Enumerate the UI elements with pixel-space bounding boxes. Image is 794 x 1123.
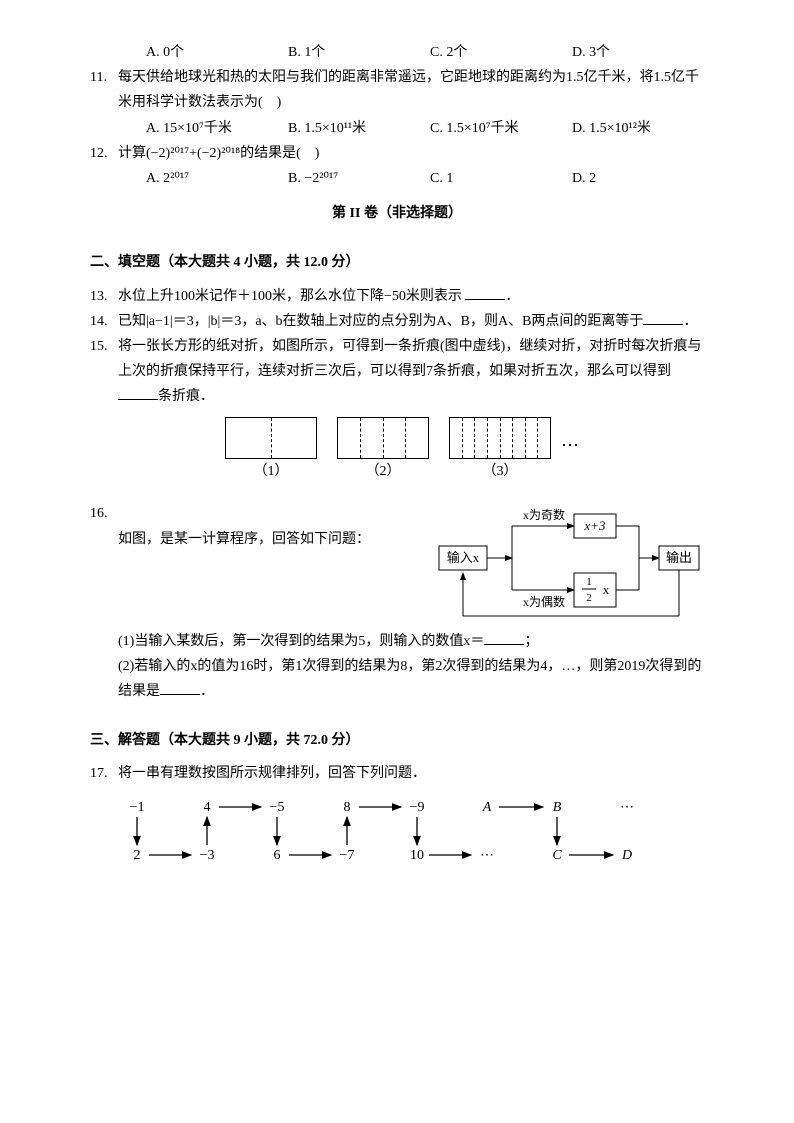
question-12: 12. 计算(−2)²⁰¹⁷+(−2)²⁰¹⁸的结果是( ) <box>90 141 704 166</box>
svg-text:2: 2 <box>134 848 141 863</box>
choice-c: C. 1 <box>430 166 562 191</box>
svg-text:−5: −5 <box>270 800 285 815</box>
q-number: 14. <box>90 309 118 334</box>
choice-d: D. 3个 <box>572 40 704 65</box>
choice-d: D. 2 <box>572 166 704 191</box>
flow-odd-label: x为奇数 <box>523 507 565 522</box>
q-text: 如图，是某一计算程序，回答如下问题： <box>118 501 434 552</box>
text-part: 将一张长方形的纸对折，如图所示，可得到一条折痕(图中虚线)，继续对折，对折时每次… <box>118 339 701 379</box>
q-number: 17. <box>90 761 118 786</box>
choice-b: B. 1个 <box>288 40 420 65</box>
text-part: (1)当输入某数后，第一次得到的结果为5，则输入的数值x＝ <box>118 634 484 649</box>
fold-3: （3） <box>449 417 551 484</box>
svg-text:10: 10 <box>410 848 424 863</box>
blank <box>160 680 200 695</box>
svg-text:C: C <box>552 848 562 863</box>
flow-x: x <box>603 582 610 597</box>
svg-text:⋯: ⋯ <box>480 848 494 863</box>
svg-text:D: D <box>621 848 632 863</box>
question-15: 15. 将一张长方形的纸对折，如图所示，可得到一条折痕(图中虚线)，继续对折，对… <box>90 334 704 410</box>
sequence-diagram: −1 2 4 −3 −5 6 8 −7 −9 10 A ⋯ B C ⋯ D <box>117 793 677 873</box>
svg-text:4: 4 <box>204 800 211 815</box>
flow-box-odd: x+3 <box>583 518 606 533</box>
q11-choices: A. 15×10⁷千米 B. 1.5×10¹¹米 C. 1.5×10⁷千米 D.… <box>90 116 704 141</box>
text-part: ． <box>200 684 214 699</box>
svg-text:−9: −9 <box>410 800 425 815</box>
blank <box>484 630 524 645</box>
fold-label: （2） <box>337 459 429 484</box>
q-number: 11. <box>90 65 118 115</box>
q-text: 将一串有理数按图所示规律排列，回答下列问题． <box>118 761 704 786</box>
text-part: ； <box>524 634 538 649</box>
question-14: 14. 已知|a−1|＝3，|b|＝3，a、b在数轴上对应的点分别为A、B，则A… <box>90 309 704 334</box>
choice-b: B. 1.5×10¹¹米 <box>288 116 420 141</box>
q-text: 已知|a−1|＝3，|b|＝3，a、b在数轴上对应的点分别为A、B，则A、B两点… <box>118 309 704 334</box>
q-text: 每天供给地球光和热的太阳与我们的距离非常遥远，它距地球的距离约为1.5亿千米，将… <box>118 65 704 115</box>
q16-sub1: (1)当输入某数后，第一次得到的结果为5，则输入的数值x＝ ； <box>90 629 704 654</box>
blank <box>465 285 505 300</box>
question-13: 13. 水位上升100米记作＋100米，那么水位下降−50米则表示 ． <box>90 284 704 309</box>
svg-text:A: A <box>482 800 492 815</box>
q-text: 计算(−2)²⁰¹⁷+(−2)²⁰¹⁸的结果是( ) <box>118 141 704 166</box>
fold-2: （2） <box>337 417 429 484</box>
q-number: 13. <box>90 284 118 309</box>
choice-a: A. 2²⁰¹⁷ <box>146 166 278 191</box>
solve-heading: 三、解答题（本大题共 9 小题，共 72.0 分） <box>90 728 704 753</box>
flowchart-diagram: 输入x x为奇数 x为偶数 x+3 1 2 x 输出 <box>434 501 704 621</box>
q-number: 12. <box>90 141 118 166</box>
svg-text:−7: −7 <box>340 848 355 863</box>
svg-text:−1: −1 <box>130 800 145 815</box>
choice-b: B. −2²⁰¹⁷ <box>288 166 420 191</box>
q-text: 将一张长方形的纸对折，如图所示，可得到一条折痕(图中虚线)，继续对折，对折时每次… <box>118 334 704 410</box>
q-number: 16. <box>90 501 118 526</box>
blank <box>643 310 683 325</box>
question-16: 16. 如图，是某一计算程序，回答如下问题： 输入x x为奇数 x为偶数 x+3… <box>90 501 704 621</box>
question-17: 17. 将一串有理数按图所示规律排列，回答下列问题． <box>90 761 704 786</box>
svg-text:8: 8 <box>344 800 351 815</box>
text-part: ． <box>505 289 519 304</box>
svg-text:6: 6 <box>274 848 281 863</box>
ellipsis: ⋯ <box>561 417 579 461</box>
flow-frac-top: 1 <box>586 576 592 588</box>
fold-diagram: （1） （2） （3） ⋯ <box>90 417 704 484</box>
q-number: 15. <box>90 334 118 410</box>
text-part: 水位上升100米记作＋100米，那么水位下降−50米则表示 <box>118 289 465 304</box>
fill-heading: 二、填空题（本大题共 4 小题，共 12.0 分） <box>90 250 704 275</box>
fold-label: （1） <box>225 459 317 484</box>
flow-frac-bot: 2 <box>586 592 592 604</box>
choice-a: A. 0个 <box>146 40 278 65</box>
flow-even-label: x为偶数 <box>523 594 565 609</box>
q12-choices: A. 2²⁰¹⁷ B. −2²⁰¹⁷ C. 1 D. 2 <box>90 166 704 191</box>
flow-input: 输入x <box>447 550 480 565</box>
section-2-title: 第 II 卷（非选择题） <box>90 201 704 226</box>
choice-d: D. 1.5×10¹²米 <box>572 116 704 141</box>
q10-choices: A. 0个 B. 1个 C. 2个 D. 3个 <box>90 40 704 65</box>
q-text: 水位上升100米记作＋100米，那么水位下降−50米则表示 ． <box>118 284 704 309</box>
choice-a: A. 15×10⁷千米 <box>146 116 278 141</box>
blank <box>118 385 158 400</box>
flow-output: 输出 <box>666 550 692 565</box>
question-11: 11. 每天供给地球光和热的太阳与我们的距离非常遥远，它距地球的距离约为1.5亿… <box>90 65 704 115</box>
choice-c: C. 2个 <box>430 40 562 65</box>
q16-sub2: (2)若输入的x的值为16时，第1次得到的结果为8，第2次得到的结果为4，…，则… <box>90 654 704 704</box>
text-part: 条折痕． <box>158 389 214 404</box>
svg-text:⋯: ⋯ <box>620 800 634 815</box>
fold-1: （1） <box>225 417 317 484</box>
text-part: ． <box>683 314 697 329</box>
text-part: 已知|a−1|＝3，|b|＝3，a、b在数轴上对应的点分别为A、B，则A、B两点… <box>118 314 643 329</box>
fold-label: （3） <box>449 459 551 484</box>
svg-text:B: B <box>553 800 562 815</box>
svg-text:−3: −3 <box>200 848 215 863</box>
choice-c: C. 1.5×10⁷千米 <box>430 116 562 141</box>
